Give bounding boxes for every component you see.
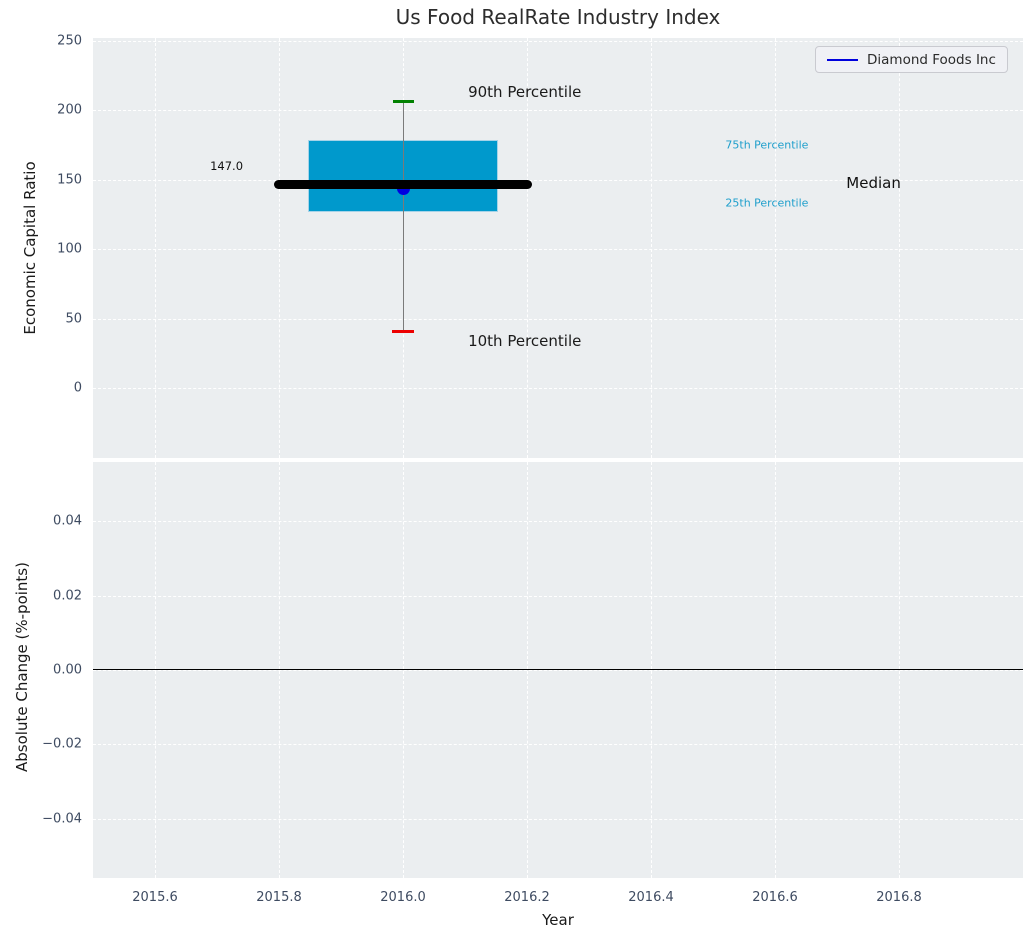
gridline <box>651 38 652 458</box>
x-tick-label: 2016.8 <box>876 890 922 905</box>
x-tick-label: 2016.0 <box>380 890 426 905</box>
y-tick-label: 50 <box>65 311 82 327</box>
gridline <box>93 40 1023 42</box>
gridline <box>93 744 1023 746</box>
x-tick-label: 2015.8 <box>256 890 302 905</box>
whisker-cap-10th <box>392 329 414 334</box>
annotation-147-0: 147.0 <box>210 158 244 173</box>
x-tick-label: 2016.2 <box>504 890 550 905</box>
gridline <box>93 249 1023 251</box>
gridline <box>155 38 156 458</box>
annotation-median: Median <box>846 174 901 193</box>
whisker-cap-90th <box>392 100 414 104</box>
y-tick-label: 0.04 <box>53 513 82 529</box>
median-line <box>274 179 532 189</box>
x-tick-label: 2016.6 <box>752 890 798 905</box>
zero-line <box>93 669 1023 670</box>
gridline <box>93 318 1023 320</box>
gridline <box>527 38 528 458</box>
y-tick-label: 0.00 <box>53 662 82 678</box>
y-tick-label: −0.04 <box>42 811 82 827</box>
gridline <box>93 521 1023 523</box>
y-tick-label: 0.02 <box>53 588 82 604</box>
annotation-10th-percentile: 10th Percentile <box>468 332 582 351</box>
y-tick-label: 0 <box>73 380 82 396</box>
x-tick-label: 2016.4 <box>628 890 674 905</box>
y-tick-label: 100 <box>57 241 82 257</box>
top-plot-area <box>93 38 1023 458</box>
y-tick-label: 200 <box>57 102 82 118</box>
gridline <box>403 38 404 458</box>
annotation-90th-percentile: 90th Percentile <box>468 83 582 102</box>
x-axis-label: Year <box>542 911 574 929</box>
bottom-plot-area <box>93 462 1023 878</box>
chart-title: Us Food RealRate Industry Index <box>395 5 721 29</box>
whisker-line <box>402 101 404 332</box>
legend-line-sample <box>827 58 858 61</box>
annotation-25th-percentile: 25th Percentile <box>725 196 809 210</box>
gridline <box>775 38 776 458</box>
gridline <box>93 388 1023 390</box>
legend: Diamond Foods Inc <box>815 46 1008 73</box>
y-tick-label: 150 <box>57 172 82 188</box>
legend-label: Diamond Foods Inc <box>867 51 996 68</box>
annotation-75th-percentile: 75th Percentile <box>725 138 809 152</box>
gridline <box>93 595 1023 597</box>
x-tick-label: 2015.6 <box>132 890 178 905</box>
gridline <box>93 818 1023 820</box>
gridline <box>93 110 1023 112</box>
gridline <box>279 38 280 458</box>
y-tick-label: 250 <box>57 33 82 49</box>
gridline <box>93 670 1023 671</box>
y-tick-label: −0.02 <box>42 736 82 752</box>
gridline <box>899 38 900 458</box>
gridline <box>93 179 1023 181</box>
